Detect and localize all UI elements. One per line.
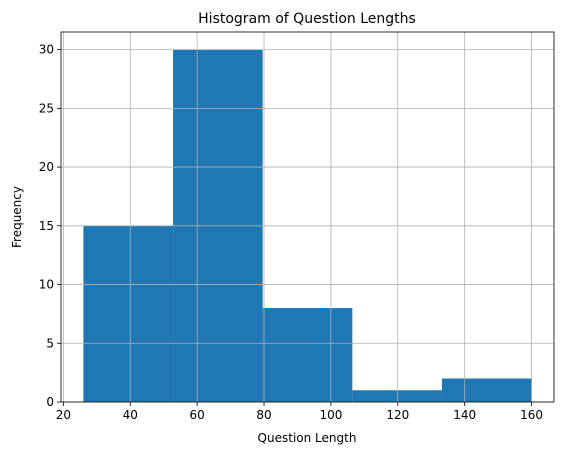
x-tick-label: 120 <box>386 408 409 422</box>
y-tick-label: 5 <box>46 336 54 350</box>
x-tick-label: 80 <box>256 408 271 422</box>
y-tick-label: 30 <box>39 43 54 57</box>
x-tick-label: 100 <box>319 408 342 422</box>
x-tick-label: 60 <box>189 408 204 422</box>
y-tick-label: 0 <box>46 395 54 409</box>
x-tick-label: 20 <box>56 408 71 422</box>
plot-frame <box>60 31 555 403</box>
y-tick-label: 15 <box>39 219 54 233</box>
y-tick-label: 10 <box>39 278 54 292</box>
bar <box>352 390 442 402</box>
bar <box>262 308 353 402</box>
x-axis-label: Question Length <box>258 431 357 445</box>
y-tick-label: 20 <box>39 160 54 174</box>
x-tick-label: 40 <box>123 408 138 422</box>
x-tick-label: 140 <box>453 408 476 422</box>
x-tick-label: 160 <box>520 408 543 422</box>
y-axis-label: Frequency <box>10 186 24 248</box>
bar <box>441 378 532 402</box>
y-tick-label: 25 <box>39 101 54 115</box>
bar <box>83 225 174 402</box>
chart-title: Histogram of Question Lengths <box>198 11 416 27</box>
